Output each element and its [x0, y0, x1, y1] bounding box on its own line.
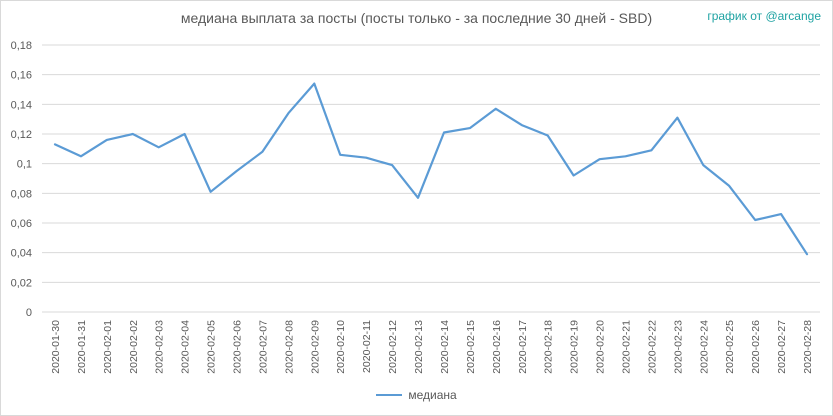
x-tick-label: 2020-02-14: [439, 320, 451, 374]
x-tick-label: 2020-02-26: [750, 320, 762, 374]
x-tick-label: 2020-02-25: [724, 320, 736, 374]
y-tick-label: 0,1: [17, 159, 32, 171]
x-tick-label: 2020-02-10: [335, 320, 347, 374]
chart-credit: график от @arcange: [707, 9, 821, 23]
y-tick-label: 0,04: [11, 248, 32, 260]
x-tick-label: 2020-01-30: [50, 320, 62, 374]
x-tick-label: 2020-02-02: [128, 320, 140, 374]
x-tick-label: 2020-02-23: [672, 320, 684, 374]
series-line: [53, 82, 809, 256]
chart-title: медиана выплата за посты (посты только -…: [180, 10, 653, 26]
x-tick-label: 2020-02-06: [232, 320, 244, 374]
x-tick-label: 2020-02-01: [102, 320, 114, 374]
x-tick-label: 2020-02-09: [309, 320, 321, 374]
x-tick-label: 2020-02-24: [698, 320, 710, 374]
x-tick-label: 2020-02-27: [776, 320, 788, 374]
legend-swatch: [376, 394, 403, 396]
y-tick-label: 0,16: [11, 70, 32, 82]
x-tick-label: 2020-02-16: [491, 320, 503, 374]
x-tick-label: 2020-02-21: [621, 320, 633, 374]
legend: медиана: [0, 388, 833, 402]
x-tick-label: 2020-02-07: [257, 320, 269, 374]
y-tick-label: 0,12: [11, 129, 32, 141]
x-tick-label: 2020-02-08: [283, 320, 295, 374]
x-tick-label: 2020-02-13: [413, 320, 425, 374]
x-tick-label: 2020-02-12: [387, 320, 399, 374]
x-tick-label: 2020-02-15: [465, 320, 477, 374]
y-tick-label: 0: [26, 307, 32, 319]
x-tick-label: 2020-02-22: [646, 320, 658, 374]
x-tick-label: 2020-02-17: [517, 320, 529, 374]
x-tick-label: 2020-02-05: [206, 320, 218, 374]
legend-label: медиана: [408, 388, 457, 402]
y-tick-label: 0,06: [11, 218, 32, 230]
x-tick-label: 2020-02-20: [595, 320, 607, 374]
x-tick-label: 2020-01-31: [76, 320, 88, 374]
x-tick-label: 2020-02-28: [802, 320, 814, 374]
y-tick-label: 0,02: [11, 277, 32, 289]
x-tick-label: 2020-02-04: [180, 320, 192, 374]
x-tick-label: 2020-02-18: [543, 320, 555, 374]
x-tick-label: 2020-02-19: [569, 320, 581, 374]
x-tick-label: 2020-02-03: [154, 320, 166, 374]
y-tick-label: 0,14: [11, 99, 32, 111]
x-tick-label: 2020-02-11: [361, 320, 373, 373]
y-tick-label: 0,08: [11, 188, 32, 200]
y-tick-label: 0,18: [11, 40, 32, 52]
